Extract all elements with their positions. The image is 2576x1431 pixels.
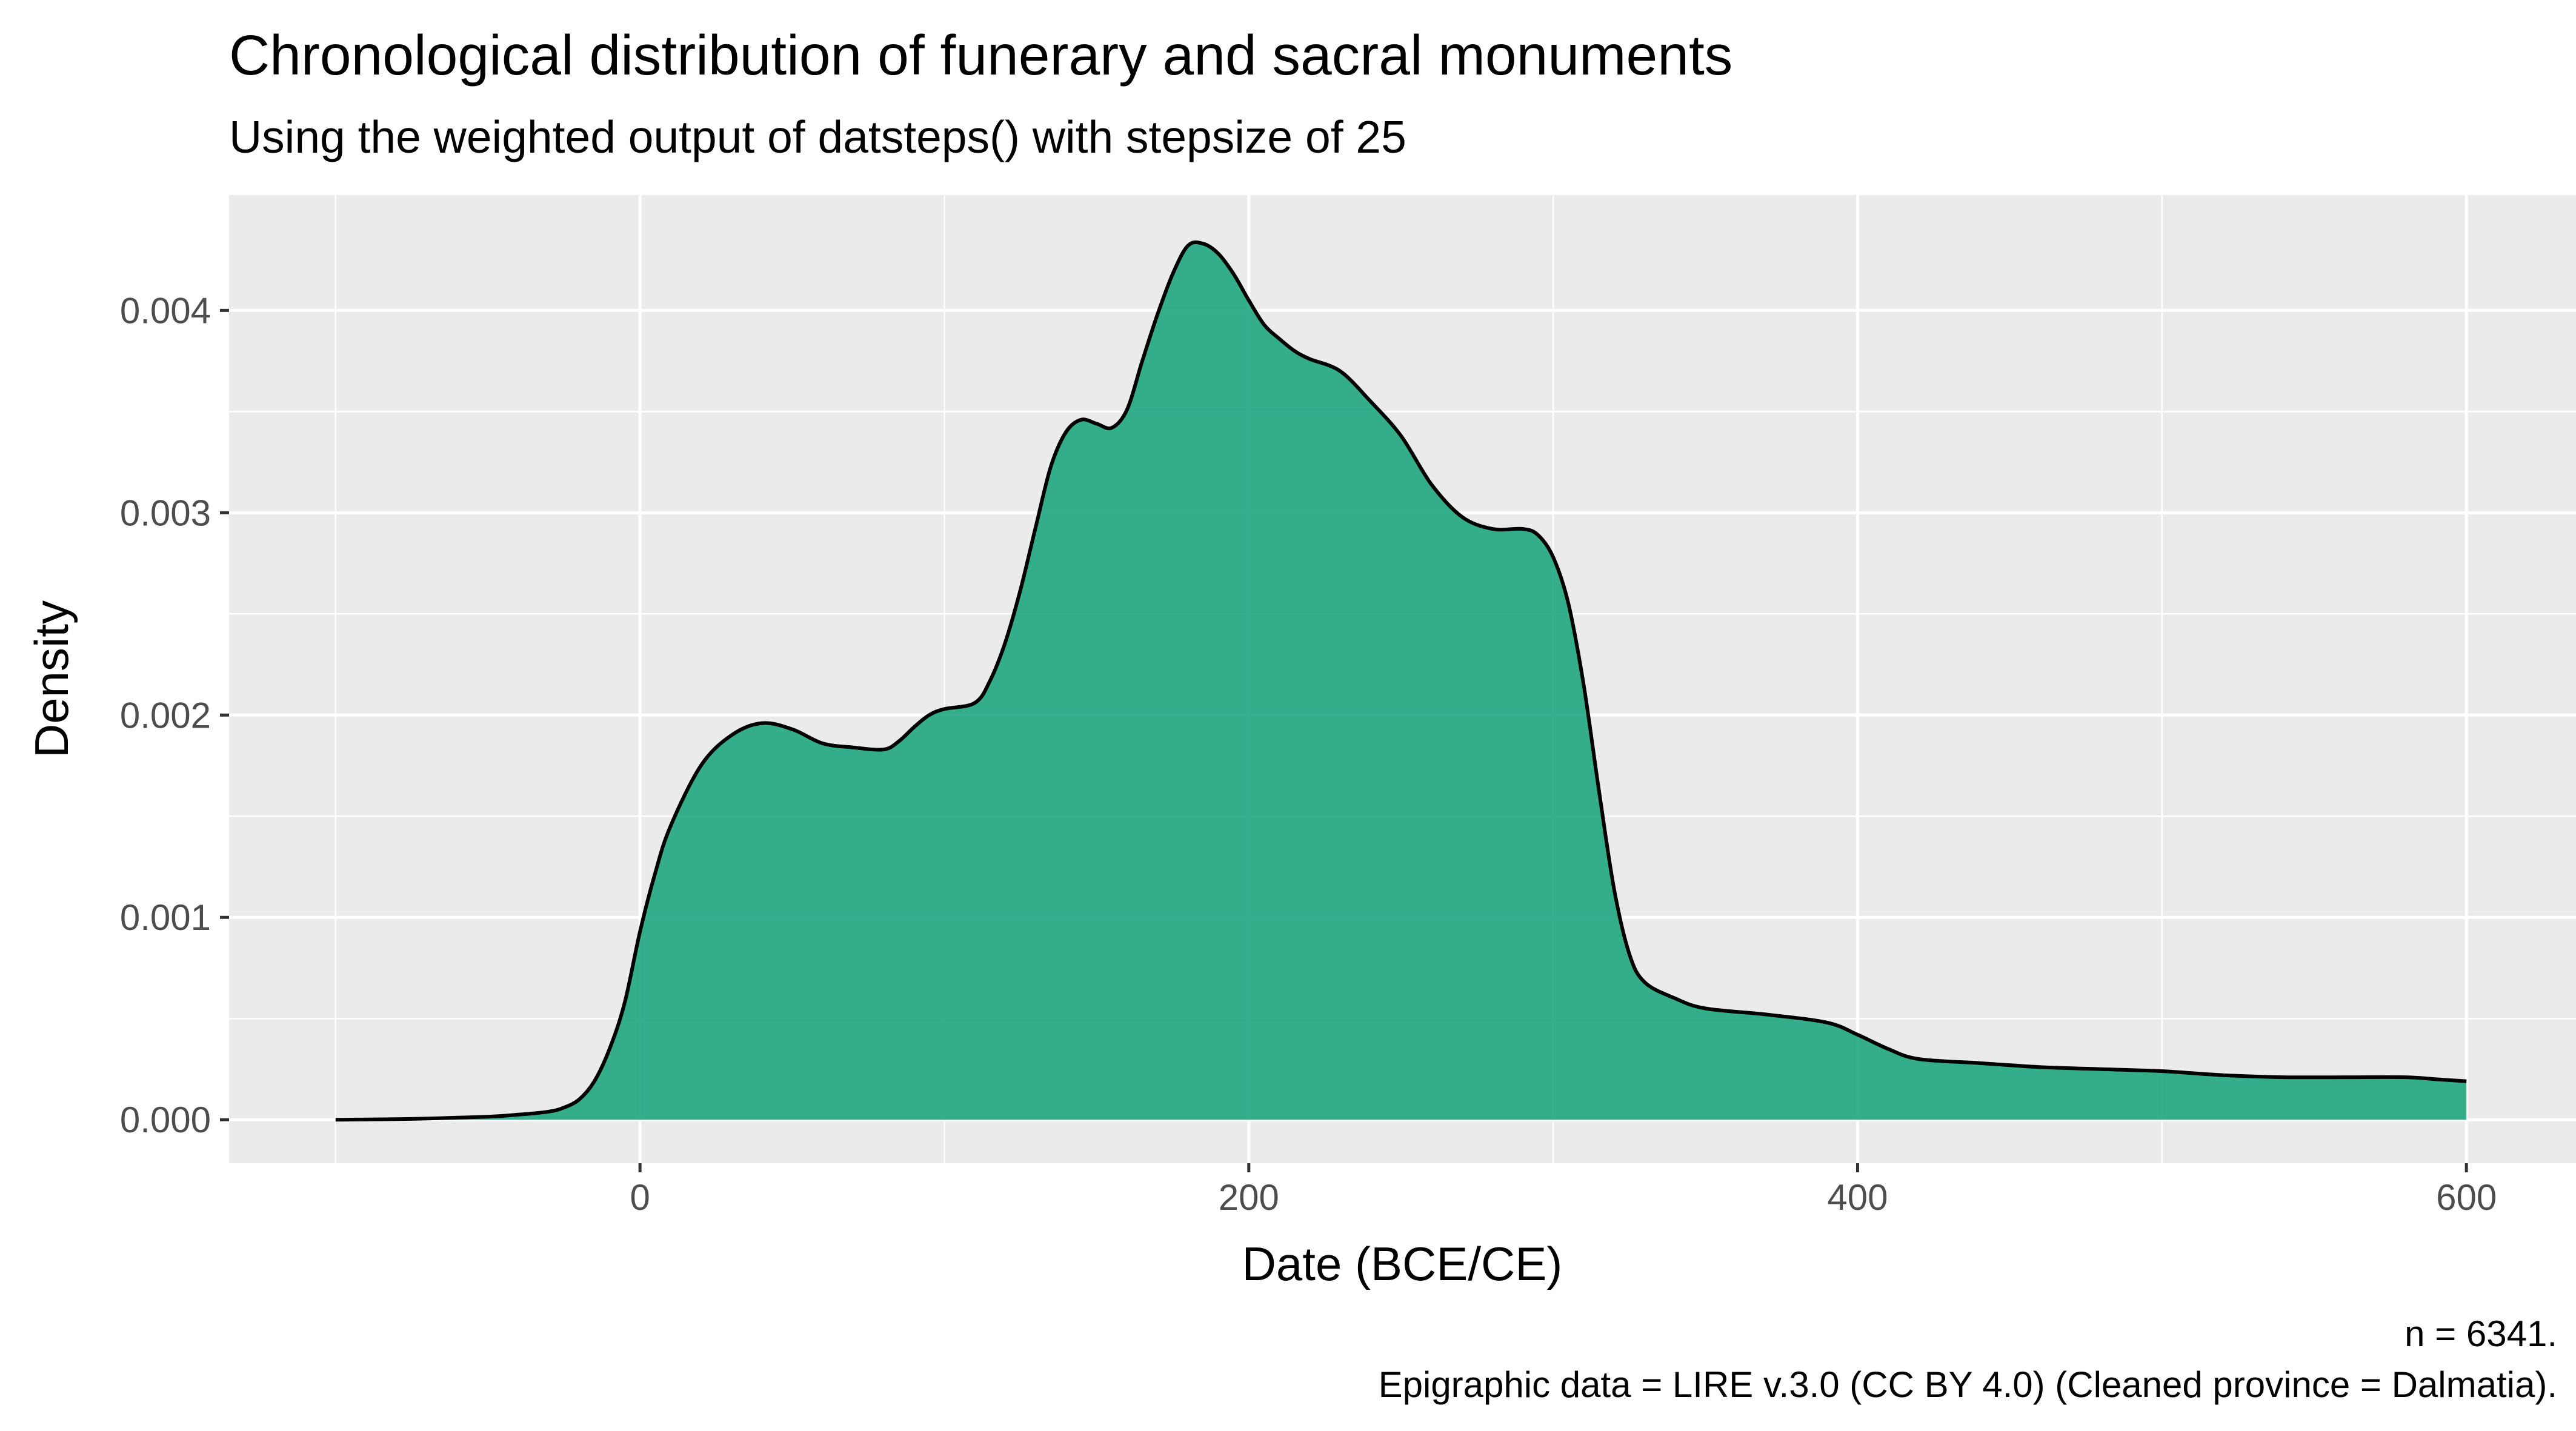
y-tick-label: 0.001	[120, 897, 211, 938]
y-tick-label: 0.004	[120, 290, 211, 331]
y-tick-label: 0.002	[120, 695, 211, 735]
y-tick-label: 0.000	[120, 1100, 211, 1140]
y-axis: 0.000 0.001 0.002 0.003 0.004	[120, 290, 229, 1140]
caption-line-1: n = 6341.	[2405, 1313, 2557, 1354]
density-line	[335, 240, 2467, 1122]
x-axis-title: Date (BCE/CE)	[1242, 1237, 1563, 1290]
y-axis-title: Density	[25, 600, 78, 758]
x-tick-label: 200	[1219, 1177, 1279, 1218]
chart-subtitle: Using the weighted output of datsteps() …	[229, 111, 1406, 162]
chart-title: Chronological distribution of funerary a…	[229, 24, 1732, 87]
caption-line-2: Epigraphic data = LIRE v.3.0 (CC BY 4.0)…	[1379, 1364, 2557, 1405]
x-tick-label: 400	[1827, 1177, 1888, 1218]
x-tick-label: 0	[630, 1177, 650, 1218]
density-area	[335, 242, 2467, 1120]
x-axis: 0 200 400 600	[630, 1163, 2497, 1218]
x-tick-label: 600	[2436, 1177, 2497, 1218]
y-tick-label: 0.003	[120, 493, 211, 533]
